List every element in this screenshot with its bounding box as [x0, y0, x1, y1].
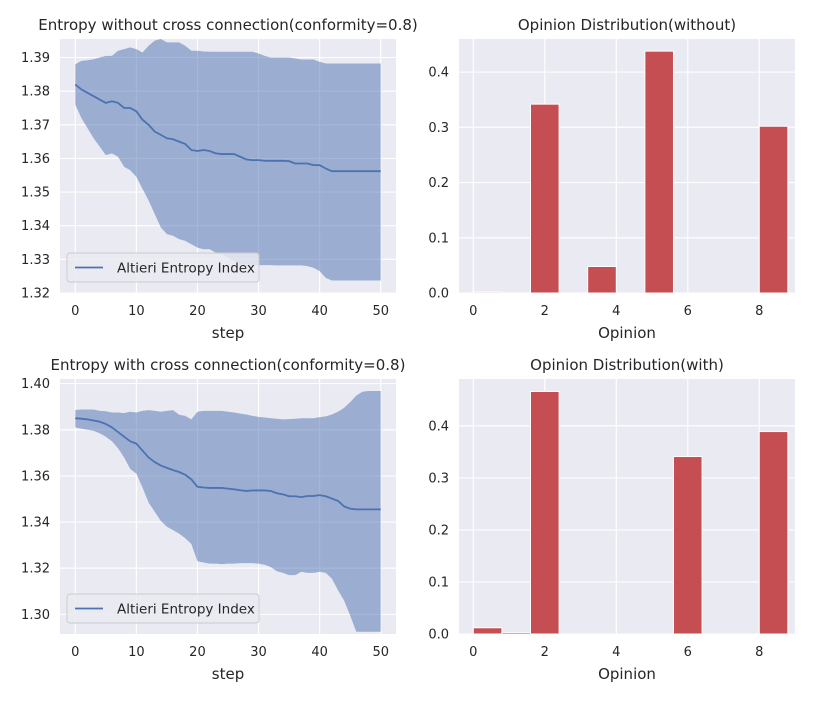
y-tick-label: 1.30 [21, 608, 50, 623]
x-tick-label: 50 [372, 304, 389, 319]
ticks: 0 10 20 30 40 50 1.30 1.32 1.34 1.36 1.38 1.40 [21, 377, 389, 660]
y-tick-label: 1.38 [21, 423, 50, 438]
histogram-bar [472, 627, 503, 635]
chart-title: Entropy without cross connection(conform… [38, 16, 417, 34]
x-tick-label: 6 [684, 645, 692, 660]
ticks: 0 2 4 6 8 0.0 0.1 0.2 0.3 0.4 [428, 419, 763, 660]
legend-label: Altieri Entropy Index [117, 261, 255, 277]
y-tick-label: 0.3 [428, 471, 449, 486]
legend-box [66, 252, 260, 283]
y-tick-label: 0.4 [428, 66, 449, 81]
x-tick-label: 0 [469, 304, 477, 319]
chart-title: Opinion Distribution(with) [530, 356, 724, 374]
histogram-bar [758, 431, 789, 635]
x-tick-label: 30 [250, 304, 267, 319]
y-tick-label: 1.40 [21, 377, 50, 392]
y-tick-label: 1.32 [21, 562, 50, 577]
legend-label: Altieri Entropy Index [117, 602, 255, 618]
histogram-bar [472, 291, 503, 294]
plot-area [459, 379, 795, 634]
histogram-bar [672, 456, 703, 635]
x-tick-label: 2 [541, 304, 549, 319]
y-tick-label: 1.39 [21, 51, 50, 66]
y-tick-label: 1.36 [21, 469, 50, 484]
x-tick-label: 0 [71, 304, 79, 319]
x-tick-label: 40 [311, 304, 328, 319]
histogram-bar [501, 631, 531, 635]
y-tick-label: 1.32 [21, 287, 50, 302]
legend: Altieri Entropy Index [66, 252, 260, 283]
y-tick-label: 1.37 [21, 118, 50, 133]
x-tick-label: 6 [684, 304, 692, 319]
y-tick-label: 0.1 [428, 575, 449, 590]
x-tick-label: 0 [469, 645, 477, 660]
confidence-band [75, 391, 381, 632]
x-axis-label: step [212, 665, 244, 683]
panel-opinion-without: 0 2 4 6 8 0.0 0.1 0.2 0.3 0.4 Opinion Distributio… [428, 16, 795, 342]
y-tick-label: 0.0 [428, 287, 449, 302]
legend: Altieri Entropy Index [66, 593, 260, 624]
x-tick-label: 40 [311, 645, 328, 660]
plot-area [459, 39, 795, 293]
x-tick-label: 0 [71, 645, 79, 660]
y-tick-label: 0.4 [428, 419, 449, 434]
y-tick-label: 1.38 [21, 85, 50, 100]
plot-content [74, 39, 381, 281]
panel-opinion-with: 0 2 4 6 8 0.0 0.1 0.2 0.3 0.4 Opinion Distributio… [428, 356, 795, 683]
histogram-bar [529, 390, 560, 635]
x-tick-label: 10 [128, 304, 145, 319]
plot-content [75, 391, 381, 632]
x-tick-label: 10 [128, 645, 145, 660]
y-tick-label: 1.34 [21, 516, 50, 531]
plot-content [472, 390, 789, 635]
x-tick-label: 8 [755, 304, 763, 319]
x-tick-label: 50 [372, 645, 389, 660]
y-tick-label: 1.34 [21, 219, 50, 234]
x-axis-label: step [212, 324, 244, 342]
x-tick-label: 8 [755, 645, 763, 660]
series-line [74, 83, 381, 173]
histogram-bar [758, 125, 789, 294]
x-tick-label: 4 [612, 304, 620, 319]
chart-title: Opinion Distribution(without) [518, 16, 736, 34]
y-tick-label: 0.0 [428, 628, 449, 643]
x-axis-label: Opinion [598, 665, 656, 683]
x-tick-label: 4 [612, 645, 620, 660]
y-tick-label: 1.36 [21, 152, 50, 167]
y-tick-label: 1.33 [21, 253, 50, 268]
y-tick-label: 1.35 [21, 186, 50, 201]
x-axis-label: Opinion [598, 324, 656, 342]
ticks: 0 10 20 30 40 50 1.32 1.33 1.34 1.35 1.36 1.37 1.38 1… [21, 51, 389, 319]
panel-entropy-without: 0 10 20 30 40 50 1.32 1.33 1.34 1.35 1.36 1.37 1.38 1… [21, 16, 418, 342]
y-tick-label: 0.2 [428, 176, 449, 191]
x-tick-label: 2 [541, 645, 549, 660]
series-line [75, 417, 381, 511]
panel-entropy-with: 0 10 20 30 40 50 1.30 1.32 1.34 1.36 1.38 1.40 Entr… [21, 356, 405, 683]
x-tick-label: 30 [250, 645, 267, 660]
x-tick-label: 20 [189, 304, 206, 319]
y-tick-label: 0.3 [428, 121, 449, 136]
legend-box [66, 593, 260, 624]
histogram-bar [644, 50, 674, 294]
histogram-bar [529, 103, 560, 294]
ticks: 0 2 4 6 8 0.0 0.1 0.2 0.3 0.4 [428, 66, 763, 319]
confidence-band [75, 39, 381, 281]
x-tick-label: 20 [189, 645, 206, 660]
histogram-bar [587, 266, 617, 294]
chart-title: Entropy with cross connection(conformity… [51, 356, 406, 374]
y-tick-label: 0.1 [428, 231, 449, 246]
plot-content [472, 50, 789, 294]
y-tick-label: 0.2 [428, 523, 449, 538]
